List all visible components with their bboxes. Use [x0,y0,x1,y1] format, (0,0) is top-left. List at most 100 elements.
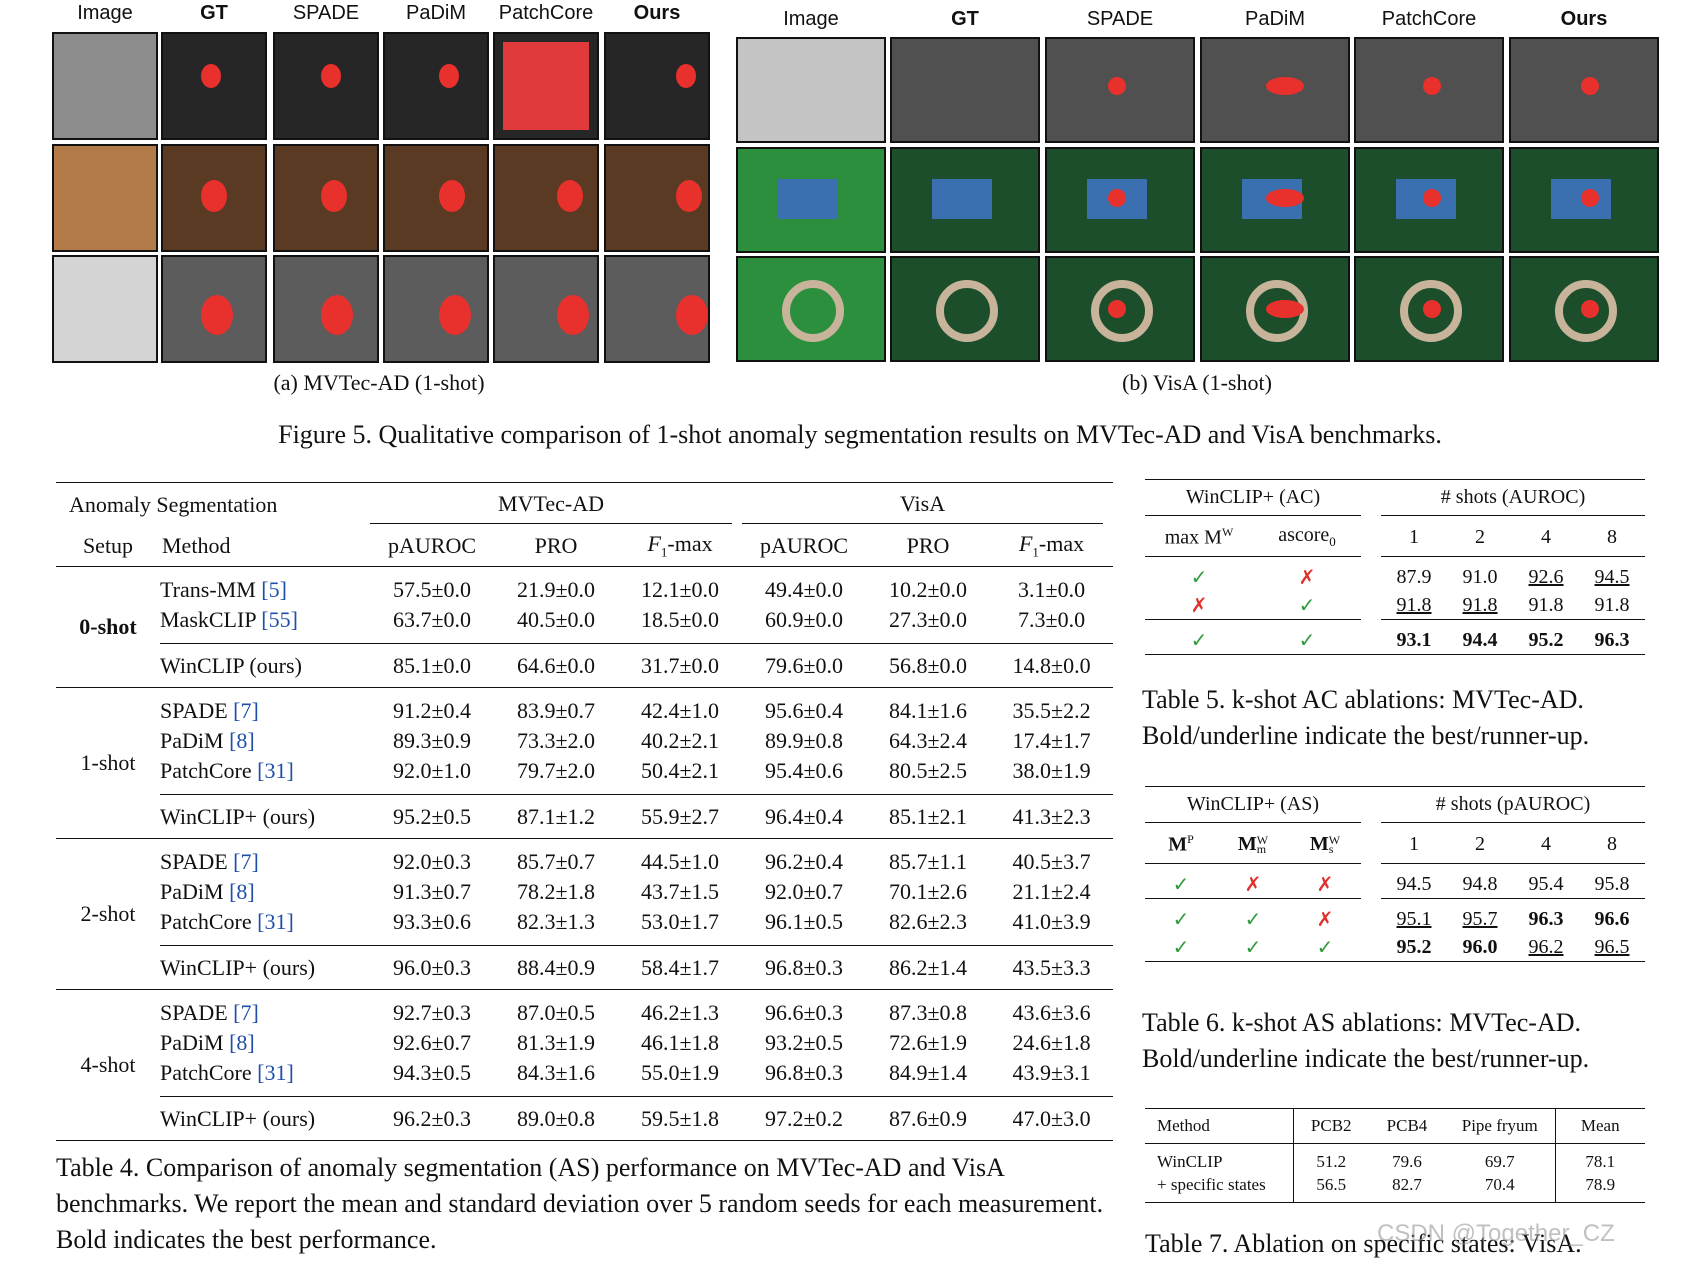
value-cell: 94.5 [1579,557,1645,592]
value-cell: 79.6±0.0 [742,643,867,688]
value-cell: 87.9 [1381,557,1447,592]
citation[interactable]: [31] [257,1060,294,1085]
citation[interactable]: [55] [261,607,298,632]
table-5: WinCLIP+ (AC) # shots (AUROC) max MW ascore… [1145,479,1646,655]
header-cell: # shots (pAUROC) [1381,787,1646,826]
superscript: W [1328,832,1341,847]
value: 91.8 [1462,593,1498,616]
citation[interactable]: [7] [233,849,259,874]
method-cell: PaDiM [8] [160,1028,370,1058]
citation[interactable]: [31] [257,758,294,783]
value: 96.5 [1594,935,1630,958]
table-row: ✓ ✗ ✗ 94.5 94.8 95.4 95.8 [1145,864,1645,899]
column-label: Image [77,2,133,24]
value-cell: 95.7 [1447,898,1513,933]
mask [1581,300,1599,318]
citation[interactable]: [7] [233,1000,259,1025]
header-row: Method PCB2 PCB4 Pipe fryum Mean [1145,1108,1645,1144]
image-tile [736,256,886,362]
column-label: PaDiM [1244,8,1305,30]
mask [1266,77,1304,95]
spacer [1361,825,1381,864]
value-cell: 14.8±0.0 [990,643,1114,688]
mask [1266,189,1304,207]
flag-cell: ✗ [1316,872,1334,896]
table-row: PaDiM [8] 92.6±0.7 81.3±1.9 46.1±1.8 93.2±0.… [56,1028,1113,1058]
header-cell: Anomaly Segmentation [69,491,278,517]
header-cell: Mean [1580,1116,1620,1135]
mask [201,295,233,335]
mask [321,64,341,88]
mask [201,180,227,212]
value-cell: 96.2 [1513,933,1579,962]
value: 94.4 [1462,628,1498,651]
value: 95.2 [1396,935,1432,958]
value-cell: 35.5±2.2 [1012,698,1091,723]
value-cell: 91.2±0.4 [392,698,472,723]
value-cell: 84.9±1.4 [888,1060,968,1085]
table-4: Anomaly Segmentation MVTec-AD VisA Setup Met… [56,482,1114,1141]
method-cell: WinCLIP [1145,1143,1294,1173]
citation[interactable]: [8] [229,1030,255,1055]
header-cell: F1-max [618,526,742,567]
citation[interactable]: [31] [257,909,294,934]
table-row: ✓ ✓ ✓ 95.2 96.0 96.2 96.5 [1145,933,1645,962]
method: SPADE [160,698,228,723]
setup-cell: 2-shot [80,901,136,926]
citation[interactable]: [8] [229,728,255,753]
value-cell: 88.4±0.9 [494,945,619,990]
mask [1423,77,1441,95]
flag-cell: ✗ [1190,593,1208,617]
citation[interactable]: [8] [229,879,255,904]
column-label: Image [783,8,839,30]
image-tile [890,147,1040,253]
value-cell: 81.3±1.9 [516,1030,596,1055]
subcaption-b: (b) VisA (1-shot) [1122,370,1272,395]
flag-cell: ✓ [1172,872,1190,896]
value-cell: 96.8±0.3 [764,1060,844,1085]
value-cell: 96.0 [1447,933,1513,962]
subscript: m [1256,841,1267,856]
value-cell: 95.4 [1513,864,1579,899]
spacer [1361,620,1381,655]
value-cell: 89.3±0.9 [392,728,472,753]
value-cell: 96.2±0.3 [370,1096,495,1141]
mask [1108,77,1126,95]
method-cell: WinCLIP+ (ours) [160,794,371,839]
header-cell: ascore0 [1253,518,1362,557]
group-label: WinCLIP+ (AC) [1145,482,1362,516]
citation[interactable]: [5] [261,577,287,602]
image-tile [383,144,489,252]
method: PatchCore [160,758,252,783]
table-row: WinCLIP (ours) 85.1±0.0 64.6±0.0 31.7±0.0 79… [56,643,1114,688]
value-cell: 83.9±0.7 [516,698,596,723]
image-tile [1200,256,1350,362]
value-cell: 97.2±0.2 [742,1096,867,1141]
header-cell: Method [1145,1108,1294,1144]
figure-caption: Figure 5. Qualitative comparison of 1-sh… [278,420,1442,449]
value-cell: 41.0±3.9 [1012,909,1091,934]
value-cell: 91.0 [1447,557,1513,592]
table-row: ✓ ✓ 93.1 94.4 95.2 96.3 [1145,619,1646,655]
text: pAUROC [760,533,849,558]
header-cell: pAUROC [742,526,866,567]
object [1555,280,1617,342]
header-cell: 4 [1513,518,1580,557]
method-cell: PatchCore [31] [160,907,370,946]
group-label: # shots (AUROC) [1381,482,1646,516]
mask [201,64,221,88]
text: ascore [1278,524,1330,546]
image-tile [1509,147,1659,253]
value-cell: 44.5±1.0 [640,849,720,874]
image-tile [1354,37,1504,143]
citation[interactable]: [7] [233,698,259,723]
image-tile [273,32,379,140]
setup-cell: 0-shot [79,614,137,639]
figure: Image GT SPADE PaDiM PatchCore Ours Image GT SPA… [0,0,1684,400]
spacer [1361,933,1381,962]
value-cell: 82.3±1.3 [516,909,596,934]
value-cell: 70.1±2.6 [888,879,968,904]
image-tile [736,147,886,253]
value: 95.4 [1528,872,1564,895]
